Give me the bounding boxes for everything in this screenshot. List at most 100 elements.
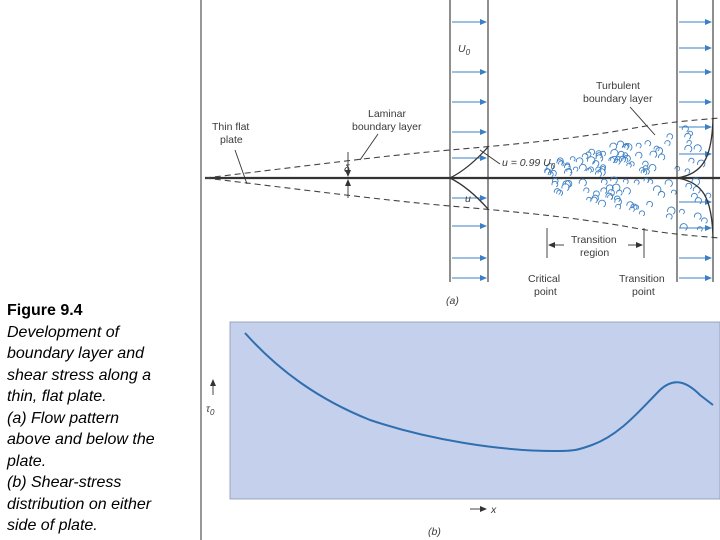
eddy-swirl xyxy=(665,213,673,220)
eddy-swirl xyxy=(657,190,666,198)
transition-point-label-1: Transition xyxy=(619,273,665,285)
eddy-swirl xyxy=(556,189,563,196)
caption-line-1: Development of xyxy=(7,323,120,341)
eddy-swirl xyxy=(633,179,640,185)
eddy-swirl xyxy=(609,142,618,150)
eddy-swirl xyxy=(595,170,602,177)
eddy-swirl xyxy=(595,166,602,173)
eddy-swirl xyxy=(644,140,652,147)
eddy-swirl xyxy=(667,206,676,215)
eddy-swirl xyxy=(556,157,564,164)
eddy-swirl xyxy=(691,192,698,200)
eddy-swirl xyxy=(578,163,587,172)
eddy-swirl xyxy=(693,144,702,153)
eddy-swirl xyxy=(684,132,692,140)
panel-b: τ0 x (b) xyxy=(206,321,720,538)
eddy-swirl xyxy=(566,168,572,174)
tau0-label: τ0 xyxy=(206,403,215,417)
eddy-swirl xyxy=(705,192,712,199)
eddy-swirl xyxy=(564,179,573,188)
eddy-swirl xyxy=(610,176,618,184)
eddy-swirl xyxy=(630,203,638,211)
eddy-swirl xyxy=(658,153,666,161)
u0-label: U0 xyxy=(458,43,471,57)
transition-region-label-1: Transition xyxy=(571,234,617,246)
eddy-swirl xyxy=(564,168,573,177)
eddy-swirl xyxy=(688,157,695,164)
eddy-swirl xyxy=(691,177,700,186)
eddy-swirl xyxy=(586,156,596,165)
eddy-swirl xyxy=(597,168,606,176)
critical-point-label-2: point xyxy=(534,286,557,298)
eddy-swirl xyxy=(586,167,592,173)
eddy-swirl xyxy=(595,150,602,157)
eddy-swirl xyxy=(635,142,642,149)
eddy-swirl xyxy=(693,212,702,220)
eddy-swirl xyxy=(684,144,693,153)
eddy-swirl xyxy=(684,168,691,174)
eddy-swirl xyxy=(616,140,625,148)
eddy-swirl xyxy=(546,163,554,171)
eddy-swirl xyxy=(679,208,685,215)
caption-line-7: plate. xyxy=(7,452,47,470)
eddy-swirl xyxy=(635,151,643,159)
thin-plate-leader xyxy=(234,149,248,185)
u099-leader xyxy=(479,149,501,165)
eddy-swirl xyxy=(551,180,559,188)
figure-caption: Figure 9.4 Development of boundary layer… xyxy=(7,300,193,537)
panel-a: U0 Thin flat plate Laminar boundary laye… xyxy=(204,0,720,307)
critical-point-label-1: Critical xyxy=(528,273,560,285)
eddy-swirl xyxy=(653,145,660,152)
eddy-swirl xyxy=(622,152,629,158)
u099-label: u = 0.99 U0 xyxy=(502,157,556,171)
eddy-swirl xyxy=(600,187,608,194)
caption-line-8: (b) Shear-stress xyxy=(7,474,122,491)
eddy-swirl xyxy=(617,150,625,158)
eddy-swirl xyxy=(612,183,621,192)
eddy-swirl xyxy=(561,183,570,191)
eddy-swirl xyxy=(614,156,622,163)
eddy-swirl xyxy=(553,188,561,195)
eddy-swirl xyxy=(595,152,603,159)
eddy-swirl xyxy=(614,198,622,206)
u-label: u xyxy=(465,193,471,205)
eddy-swirl xyxy=(697,226,703,232)
caption-line-5: (a) Flow pattern xyxy=(7,409,120,427)
shear-stress-curve xyxy=(244,332,714,453)
eddy-swirl xyxy=(664,140,671,146)
panel-b-label: (b) xyxy=(428,526,441,538)
turbulent-leader xyxy=(629,106,656,136)
eddy-swirl xyxy=(552,177,559,184)
eddy-swirl xyxy=(556,159,564,166)
turbulent-eddies xyxy=(544,125,712,232)
eddy-swirl xyxy=(598,199,606,208)
eddy-swirl xyxy=(686,139,692,145)
shear-stress-plot-area xyxy=(229,321,720,500)
velocity-profile-laminar xyxy=(449,0,489,282)
eddy-swirl xyxy=(592,160,600,167)
transition-region-label-2: region xyxy=(580,247,609,259)
eddy-swirl xyxy=(569,156,576,162)
caption-line-6: above and below the xyxy=(7,431,155,448)
eddy-swirl xyxy=(610,155,618,164)
eddy-swirl xyxy=(586,196,592,202)
eddy-swirl xyxy=(605,184,614,192)
eddy-swirl xyxy=(624,143,633,151)
eddy-swirl xyxy=(593,190,600,197)
eddy-swirl xyxy=(629,161,635,167)
boundary-layer-figure: U0 Thin flat plate Laminar boundary laye… xyxy=(200,0,720,540)
eddy-swirl xyxy=(643,168,650,175)
eddy-swirl xyxy=(655,147,663,155)
eddy-swirl xyxy=(638,210,646,217)
eddy-swirl xyxy=(648,164,657,172)
eddy-swirl xyxy=(666,133,674,140)
eddy-swirl xyxy=(623,187,631,195)
eddy-swirl xyxy=(642,160,649,167)
eddy-swirl xyxy=(610,149,619,157)
eddy-swirl xyxy=(588,148,596,156)
thin-plate-label-1: Thin flat xyxy=(212,121,249,133)
eddy-swirl xyxy=(633,204,639,210)
eddy-swirl xyxy=(572,166,579,172)
velocity-profile-turbulent xyxy=(676,0,714,282)
laminar-leader xyxy=(359,133,379,161)
